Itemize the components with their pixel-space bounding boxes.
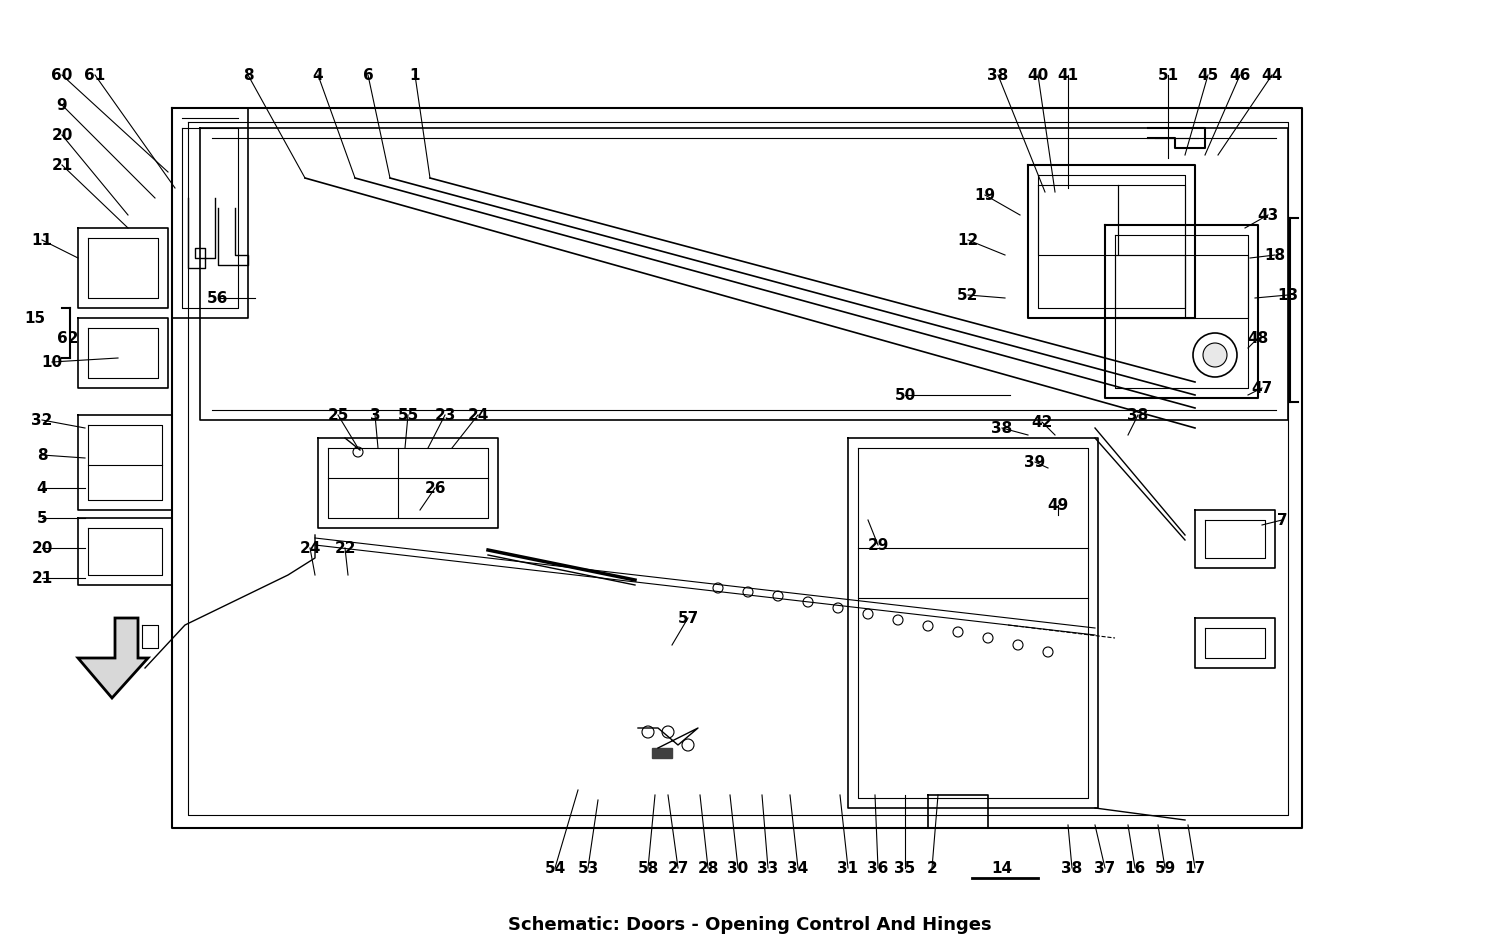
Text: 52: 52	[957, 288, 978, 303]
Text: 43: 43	[1257, 207, 1278, 222]
Text: 38: 38	[1128, 408, 1149, 423]
Text: 21: 21	[32, 570, 53, 586]
Text: 34: 34	[788, 861, 808, 875]
Text: 8: 8	[36, 447, 48, 463]
Text: 25: 25	[327, 408, 348, 423]
Text: 15: 15	[24, 310, 45, 325]
Text: 29: 29	[867, 537, 888, 552]
Text: 17: 17	[1185, 861, 1206, 875]
Text: 22: 22	[334, 540, 356, 555]
Text: 57: 57	[678, 610, 699, 625]
Text: 9: 9	[57, 97, 68, 113]
Text: 40: 40	[1028, 67, 1048, 82]
Text: 4: 4	[36, 481, 48, 496]
Text: 20: 20	[51, 128, 72, 143]
Text: 47: 47	[1251, 380, 1272, 395]
Text: 59: 59	[1155, 861, 1176, 875]
Text: 51: 51	[1158, 67, 1179, 82]
Text: 8: 8	[243, 67, 254, 82]
Text: 36: 36	[867, 861, 888, 875]
Text: 56: 56	[207, 290, 228, 306]
Text: 14: 14	[992, 861, 1012, 875]
Text: 48: 48	[1248, 330, 1269, 345]
Text: 6: 6	[363, 67, 374, 82]
Text: 39: 39	[1024, 454, 1045, 469]
Text: 42: 42	[1032, 414, 1053, 429]
Text: 61: 61	[84, 67, 105, 82]
Text: 24: 24	[300, 540, 321, 555]
Text: 7: 7	[1276, 513, 1287, 528]
Text: 41: 41	[1058, 67, 1078, 82]
Text: 19: 19	[975, 187, 996, 202]
Circle shape	[1203, 343, 1227, 367]
Text: 58: 58	[638, 861, 658, 875]
Text: 44: 44	[1262, 67, 1282, 82]
Text: 45: 45	[1197, 67, 1218, 82]
Text: 46: 46	[1230, 67, 1251, 82]
Text: Schematic: Doors - Opening Control And Hinges: Schematic: Doors - Opening Control And H…	[509, 916, 992, 934]
Text: 38: 38	[987, 67, 1008, 82]
Text: 1: 1	[410, 67, 420, 82]
Text: 54: 54	[544, 861, 566, 875]
Text: 5: 5	[36, 511, 48, 525]
Text: 32: 32	[32, 412, 53, 428]
Text: 11: 11	[32, 233, 53, 248]
Text: 33: 33	[758, 861, 778, 875]
Text: 24: 24	[468, 408, 489, 423]
Text: 18: 18	[1264, 248, 1286, 262]
Text: 16: 16	[1125, 861, 1146, 875]
Text: 53: 53	[578, 861, 598, 875]
Text: 50: 50	[894, 388, 915, 402]
Text: 30: 30	[728, 861, 748, 875]
Text: 27: 27	[668, 861, 688, 875]
Text: 62: 62	[57, 330, 78, 345]
Text: 20: 20	[32, 540, 53, 555]
Text: 55: 55	[398, 408, 418, 423]
Text: 37: 37	[1095, 861, 1116, 875]
Text: 35: 35	[894, 861, 915, 875]
Text: 31: 31	[837, 861, 858, 875]
Text: 12: 12	[957, 233, 978, 248]
Text: 3: 3	[369, 408, 381, 423]
Polygon shape	[78, 618, 148, 698]
Text: 10: 10	[42, 355, 63, 370]
Text: 38: 38	[1062, 861, 1083, 875]
Text: 60: 60	[51, 67, 72, 82]
Text: 49: 49	[1047, 498, 1068, 513]
Text: 28: 28	[698, 861, 718, 875]
Text: 4: 4	[312, 67, 324, 82]
Text: 2: 2	[927, 861, 938, 875]
Polygon shape	[652, 748, 672, 758]
Text: 26: 26	[424, 481, 445, 496]
Text: 23: 23	[435, 408, 456, 423]
Text: 13: 13	[1278, 288, 1299, 303]
Text: 21: 21	[51, 157, 72, 172]
Text: 38: 38	[992, 421, 1012, 435]
